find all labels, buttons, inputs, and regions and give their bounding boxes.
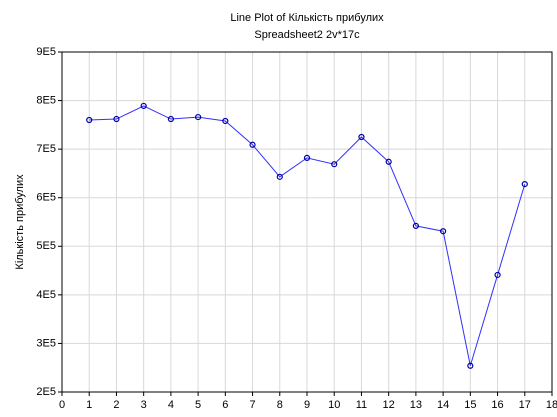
x-tick-label: 2 [113, 399, 119, 411]
x-tick-label: 8 [277, 399, 283, 411]
plot-frame [61, 51, 553, 393]
point [276, 173, 283, 180]
x-tick-label: 5 [195, 399, 201, 411]
y-tick-label: 8E5 [36, 94, 56, 106]
y-tick-label: 7E5 [36, 143, 56, 155]
x-tick-label: 6 [222, 399, 228, 411]
x-tick-label: 1 [86, 399, 92, 411]
chart-title: Line Plot of Кількість прибулих [230, 12, 384, 24]
x-tick-label: 9 [304, 399, 310, 411]
y-tick-label: 5E5 [36, 240, 56, 252]
point [467, 362, 474, 369]
point [385, 158, 392, 165]
point [521, 181, 528, 188]
x-tick-label: 11 [356, 399, 367, 411]
x-tick-label: 10 [328, 399, 340, 411]
point [167, 115, 174, 123]
chart-subtitle: Spreadsheet2 2v*17c [254, 29, 360, 41]
y-tick-label: 6E5 [36, 192, 56, 204]
x-tick-label: 0 [59, 399, 65, 411]
point [412, 222, 419, 229]
y-tick-label: 3E5 [36, 337, 56, 349]
point [195, 113, 202, 121]
x-tick-label: 15 [464, 399, 476, 411]
x-tick-label: 4 [168, 399, 174, 411]
x-tick-label: 13 [410, 399, 422, 411]
y-tick-label: 2E5 [36, 386, 56, 398]
x-tick-label: 14 [437, 399, 449, 411]
point [358, 133, 365, 141]
point [86, 116, 93, 124]
y-axis-label: Кількість прибулих [14, 174, 26, 270]
y-tick-label: 9E5 [36, 46, 56, 58]
x-tick-label: 12 [383, 399, 395, 411]
x-tick-label: 7 [249, 399, 255, 411]
x-tick-label: 3 [141, 399, 147, 411]
y-tick-label: 4E5 [36, 289, 56, 301]
point [249, 141, 256, 148]
x-tick-label: 18 [546, 399, 557, 411]
point [222, 117, 229, 125]
point [494, 271, 501, 279]
point [440, 228, 447, 235]
x-tick-label: 17 [519, 399, 531, 411]
line [89, 105, 526, 366]
point [331, 161, 338, 168]
point [303, 154, 311, 161]
point [113, 115, 120, 123]
x-tick-label: 16 [491, 399, 503, 411]
point [140, 102, 147, 110]
